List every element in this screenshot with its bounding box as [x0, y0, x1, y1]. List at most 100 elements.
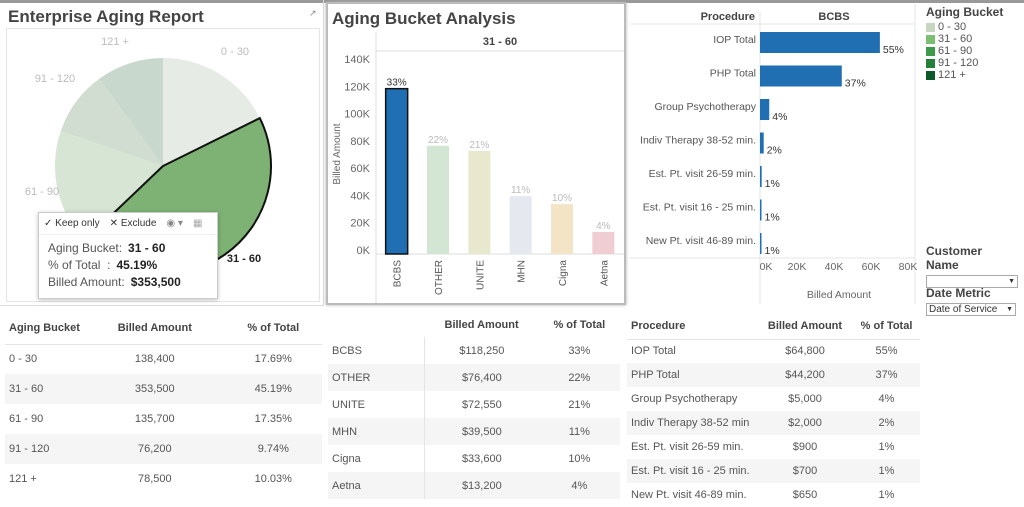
legend-item[interactable]: 121 + — [926, 69, 1003, 81]
bar[interactable] — [427, 145, 449, 254]
popout-icon[interactable]: ↗ — [309, 8, 317, 18]
table-cell: Group Psychotherapy — [631, 393, 738, 405]
procedure-bar[interactable] — [760, 99, 770, 120]
window-top-border — [0, 0, 1024, 3]
legend-label: 91 - 120 — [938, 57, 979, 69]
bar-pct-label: 10% — [552, 193, 572, 204]
procedure-bar[interactable] — [760, 65, 842, 87]
group-members-icon[interactable]: ◉ ▾ — [166, 218, 183, 229]
x-tick-label: BCBS — [393, 260, 404, 288]
date-metric-value: Date of Service — [929, 304, 998, 315]
table-row[interactable]: MHN $39,500 11% — [328, 418, 620, 445]
y-tick-label: 40K — [350, 190, 370, 202]
table-row[interactable]: PHP Total $44,200 37% — [627, 363, 920, 387]
table-cell: Cigna — [328, 445, 425, 472]
table-cell: 2% — [853, 411, 920, 435]
legend-item[interactable]: 91 - 120 — [926, 57, 1003, 69]
customer-name-filter: Customer Name ▼ — [926, 244, 1018, 288]
bar-chart-title: Aging Bucket Analysis — [332, 9, 516, 28]
table-row[interactable]: 61 - 90 135,700 17.35% — [5, 404, 322, 434]
table-row[interactable]: Est. Pt. visit 26-59 min. $900 1% — [627, 435, 920, 459]
procedure-bar[interactable] — [760, 233, 762, 254]
view-data-icon[interactable]: ▦ — [192, 218, 203, 229]
pie-slice-label: 31 - 60 — [227, 253, 261, 265]
tooltip-value: $353,500 — [130, 275, 181, 289]
table-cell: 1% — [878, 441, 895, 453]
y-tick-label: 20K — [350, 218, 370, 230]
table-cell: 17.69% — [254, 353, 292, 366]
payer-bar-chart[interactable]: 31 - 60 Billed Amount 0K 20K 40K 60K 80K 100K 12… — [328, 4, 624, 303]
table-row[interactable]: Indiv Therapy 38-52 min $2,000 2% — [627, 411, 920, 435]
table-cell: 4% — [878, 393, 895, 405]
table-row[interactable]: Cigna $33,600 10% — [328, 445, 620, 472]
table-cell: PHP Total — [627, 363, 757, 387]
date-metric-select[interactable]: Date of Service ▼ — [926, 303, 1016, 316]
legend-swatch — [926, 34, 935, 44]
table-cell: $64,800 — [785, 345, 825, 358]
bar[interactable] — [592, 231, 615, 254]
table-row[interactable]: 121 + 78,500 10.03% — [5, 464, 322, 494]
procedure-bar[interactable] — [760, 32, 880, 53]
bar[interactable] — [509, 196, 532, 254]
table-cell: $650 — [792, 489, 818, 501]
exclude-button[interactable]: ✕ Exclude — [109, 218, 157, 229]
y-tick-label: 60K — [350, 163, 370, 175]
table-row[interactable]: 0 - 30 138,400 17.69% — [5, 344, 322, 374]
x-tick-label: 40K — [825, 261, 844, 273]
bar[interactable] — [551, 204, 573, 254]
table-row[interactable]: Est. Pt. visit 16 - 25 min. $700 1% — [627, 459, 920, 483]
table-cell: $13,200 — [424, 472, 540, 499]
legend-label: 31 - 60 — [938, 33, 973, 45]
table-row[interactable]: OTHER $76,400 22% — [328, 364, 620, 391]
tooltip-value: 45.19% — [116, 258, 158, 272]
table-cell: 353,500 — [85, 374, 225, 404]
procedure-bar[interactable] — [760, 132, 764, 154]
procedure-bar-chart[interactable]: Procedure BCBS IOP Total 55% PHP Total 37% Gro… — [625, 4, 920, 304]
procedure-table: Procedure Billed Amount% of Total IOP Tota… — [627, 313, 920, 507]
keep-only-button[interactable]: ✓ Keep only — [44, 218, 100, 229]
procedure-bar[interactable] — [760, 166, 762, 187]
bar-pct-label: 4% — [596, 221, 611, 232]
pie-title: Enterprise Aging Report — [8, 7, 204, 26]
procedure-label: PHP Total — [710, 68, 756, 80]
y-axis-label: Billed Amount — [332, 123, 343, 184]
bar[interactable] — [468, 151, 491, 254]
table-cell: 10.03% — [254, 473, 292, 485]
payer-table: Billed Amount % of Total BCBS $118,250 33% OT… — [328, 313, 620, 499]
table-row[interactable]: Aetna $13,200 4% — [328, 472, 620, 499]
bar[interactable] — [384, 87, 409, 255]
table-cell: UNITE — [328, 391, 425, 418]
table-cell: 78,500 — [137, 473, 172, 485]
table-cell: 1% — [878, 489, 895, 501]
pie-slice[interactable] — [99, 58, 163, 166]
table-row[interactable]: 91 - 120 76,200 9.74% — [5, 434, 322, 464]
table-cell: $900 — [792, 441, 818, 453]
pie-slice[interactable] — [60, 78, 163, 166]
table-cell: $33,600 — [461, 452, 502, 465]
table-row[interactable]: BCBS $118,250 33% — [328, 337, 620, 364]
table-row[interactable]: 31 - 60 353,500 45.19% — [5, 374, 322, 404]
pie-slice[interactable] — [163, 58, 260, 166]
legend-swatch — [926, 58, 935, 68]
table-cell: 45.19% — [224, 374, 322, 404]
table-cell: 76,200 — [85, 434, 225, 464]
legend-item[interactable]: 31 - 60 — [926, 33, 1003, 45]
table-cell: $44,200 — [757, 363, 854, 387]
table-row[interactable]: New Pt. visit 46-89 min. $650 1% — [627, 483, 920, 507]
table-cell: 4% — [539, 472, 620, 499]
customer-name-select[interactable]: ▼ — [926, 275, 1018, 288]
legend-item[interactable]: 0 - 30 — [926, 21, 1003, 33]
legend-title: Aging Bucket — [926, 5, 1004, 19]
procedure-bar[interactable] — [760, 199, 762, 221]
legend-item[interactable]: 61 - 90 — [926, 45, 1003, 57]
table-row[interactable]: UNITE $72,550 21% — [328, 391, 620, 418]
table-cell: New Pt. visit 46-89 min. — [631, 489, 747, 501]
table-row[interactable]: Group Psychotherapy $5,000 4% — [627, 387, 920, 411]
legend-swatch — [926, 22, 935, 32]
table-cell: 61 - 90 — [9, 413, 44, 425]
table-cell: 91 - 120 — [5, 434, 85, 464]
table-row[interactable]: IOP Total $64,800 55% — [627, 339, 920, 363]
tooltip-row: % of Total : 45.19% — [48, 258, 217, 275]
table-cell: 121 + — [9, 473, 37, 485]
table-cell: BCBS — [328, 337, 425, 364]
